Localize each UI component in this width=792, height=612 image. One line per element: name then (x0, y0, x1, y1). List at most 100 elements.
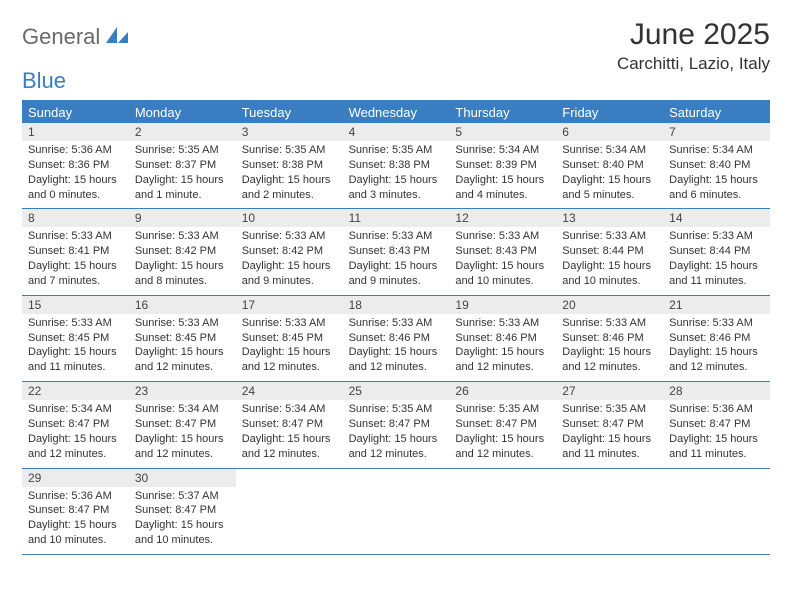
calendar-day-cell: 9Sunrise: 5:33 AMSunset: 8:42 PMDaylight… (129, 209, 236, 294)
day-number: 14 (663, 209, 770, 227)
day-number: 16 (129, 296, 236, 314)
calendar-week: 29 Sunrise: 5:36 AMSunset: 8:47 PM Dayligh… (22, 469, 770, 555)
day-details: Sunrise: 5:33 AMSunset: 8:42 PMDaylight:… (236, 227, 343, 294)
sunrise-line: Sunrise: 5:34 AM (562, 143, 657, 158)
sunrise-line: Sunrise: 5:33 AM (455, 229, 550, 244)
day-number: 29 (22, 469, 129, 487)
day-details: Sunrise: 5:37 AMSunset: 8:47 PMDaylight:… (129, 487, 236, 554)
dow-sunday: Sunday (22, 102, 129, 123)
sunrise-line: Sunrise: 5:35 AM (349, 143, 444, 158)
sunset-line: Sunset: 8:47 PM (562, 417, 657, 432)
day-details: Sunrise: 5:34 AMSunset: 8:40 PMDaylight:… (663, 141, 770, 208)
day-details: Sunrise: 5:33 AMSunset: 8:44 PMDaylight:… (556, 227, 663, 294)
calendar-day-cell: 3Sunrise: 5:35 AMSunset: 8:38 PMDaylight… (236, 123, 343, 208)
sunset-line: Sunset: 8:44 PM (562, 244, 657, 259)
sunrise-line: Sunrise: 5:35 AM (455, 402, 550, 417)
calendar-day-cell: 25Sunrise: 5:35 AMSunset: 8:47 PMDayligh… (343, 382, 450, 467)
calendar-day-cell: 6Sunrise: 5:34 AMSunset: 8:40 PMDaylight… (556, 123, 663, 208)
sunset-line: Sunset: 8:47 PM (28, 503, 123, 518)
sunset-line: Sunset: 8:42 PM (242, 244, 337, 259)
calendar-body: 1Sunrise: 5:36 AMSunset: 8:36 PMDaylight… (22, 123, 770, 555)
daylight-line: Daylight: 15 hours and 12 minutes. (455, 345, 550, 375)
calendar-day-cell: 11Sunrise: 5:33 AMSunset: 8:43 PMDayligh… (343, 209, 450, 294)
day-details: Sunrise: 5:36 AMSunset: 8:47 PMDaylight:… (663, 400, 770, 467)
sunset-line: Sunset: 8:47 PM (669, 417, 764, 432)
day-details: Sunrise: 5:35 AMSunset: 8:37 PMDaylight:… (129, 141, 236, 208)
dow-tuesday: Tuesday (236, 102, 343, 123)
sunrise-line: Sunrise: 5:33 AM (349, 316, 444, 331)
calendar-day-cell: 12Sunrise: 5:33 AMSunset: 8:43 PMDayligh… (449, 209, 556, 294)
sunrise-line: Sunrise: 5:33 AM (669, 316, 764, 331)
day-of-week-header: Sunday Monday Tuesday Wednesday Thursday… (22, 102, 770, 123)
day-number: 18 (343, 296, 450, 314)
calendar-day-cell: 18Sunrise: 5:33 AMSunset: 8:46 PMDayligh… (343, 296, 450, 381)
day-number-empty (556, 469, 663, 487)
daylight-line: Daylight: 15 hours and 11 minutes. (669, 432, 764, 462)
sunset-line: Sunset: 8:38 PM (242, 158, 337, 173)
calendar-day-cell: 20Sunrise: 5:33 AMSunset: 8:46 PMDayligh… (556, 296, 663, 381)
day-number: 2 (129, 123, 236, 141)
dow-saturday: Saturday (663, 102, 770, 123)
sunset-line: Sunset: 8:47 PM (28, 417, 123, 432)
calendar-day-cell (236, 469, 343, 554)
calendar-day-cell: 4Sunrise: 5:35 AMSunset: 8:38 PMDaylight… (343, 123, 450, 208)
daylight-line: Daylight: 15 hours and 12 minutes. (349, 345, 444, 375)
dow-friday: Friday (556, 102, 663, 123)
day-number: 4 (343, 123, 450, 141)
day-details: Sunrise: 5:33 AMSunset: 8:45 PMDaylight:… (129, 314, 236, 381)
day-number: 1 (22, 123, 129, 141)
day-number: 13 (556, 209, 663, 227)
sunset-line: Sunset: 8:46 PM (669, 331, 764, 346)
day-number: 30 (129, 469, 236, 487)
day-details: Sunrise: 5:33 AMSunset: 8:46 PMDaylight:… (343, 314, 450, 381)
sunrise-line: Sunrise: 5:34 AM (242, 402, 337, 417)
day-details: Sunrise: 5:34 AMSunset: 8:40 PMDaylight:… (556, 141, 663, 208)
daylight-line: Daylight: 15 hours and 5 minutes. (562, 173, 657, 203)
daylight-line: Daylight: 15 hours and 0 minutes. (28, 173, 123, 203)
sunrise-line: Sunrise: 5:36 AM (28, 489, 123, 504)
sunset-line: Sunset: 8:45 PM (135, 331, 230, 346)
sunrise-line: Sunrise: 5:35 AM (135, 143, 230, 158)
sunset-line: Sunset: 8:40 PM (562, 158, 657, 173)
calendar-day-cell: 10Sunrise: 5:33 AMSunset: 8:42 PMDayligh… (236, 209, 343, 294)
dow-wednesday: Wednesday (343, 102, 450, 123)
title-block: June 2025 Carchitti, Lazio, Italy (617, 18, 770, 74)
day-number: 17 (236, 296, 343, 314)
day-details: Sunrise: 5:35 AMSunset: 8:38 PMDaylight:… (343, 141, 450, 208)
day-number: 19 (449, 296, 556, 314)
calendar-day-cell: 2Sunrise: 5:35 AMSunset: 8:37 PMDaylight… (129, 123, 236, 208)
sunrise-line: Sunrise: 5:33 AM (135, 316, 230, 331)
daylight-line: Daylight: 15 hours and 4 minutes. (455, 173, 550, 203)
sunrise-line: Sunrise: 5:33 AM (455, 316, 550, 331)
sunrise-line: Sunrise: 5:37 AM (135, 489, 230, 504)
day-details: Sunrise: 5:33 AMSunset: 8:46 PMDaylight:… (449, 314, 556, 381)
daylight-line: Daylight: 15 hours and 11 minutes. (669, 259, 764, 289)
day-number-empty (343, 469, 450, 487)
month-title: June 2025 (617, 18, 770, 52)
day-number: 10 (236, 209, 343, 227)
daylight-line: Daylight: 15 hours and 1 minute. (135, 173, 230, 203)
daylight-line: Daylight: 15 hours and 10 minutes. (455, 259, 550, 289)
daylight-line: Daylight: 15 hours and 12 minutes. (349, 432, 444, 462)
day-number: 24 (236, 382, 343, 400)
daylight-line: Daylight: 15 hours and 10 minutes. (135, 518, 230, 548)
daylight-line: Daylight: 15 hours and 9 minutes. (242, 259, 337, 289)
daylight-line: Daylight: 15 hours and 10 minutes. (562, 259, 657, 289)
day-number: 27 (556, 382, 663, 400)
calendar-day-cell (556, 469, 663, 554)
sunrise-line: Sunrise: 5:33 AM (562, 316, 657, 331)
sunset-line: Sunset: 8:47 PM (242, 417, 337, 432)
calendar-day-cell: 21Sunrise: 5:33 AMSunset: 8:46 PMDayligh… (663, 296, 770, 381)
sunset-line: Sunset: 8:40 PM (669, 158, 764, 173)
sunset-line: Sunset: 8:36 PM (28, 158, 123, 173)
sunset-line: Sunset: 8:38 PM (349, 158, 444, 173)
daylight-line: Daylight: 15 hours and 11 minutes. (28, 345, 123, 375)
calendar-week: 15Sunrise: 5:33 AMSunset: 8:45 PMDayligh… (22, 296, 770, 382)
sunset-line: Sunset: 8:44 PM (669, 244, 764, 259)
day-number: 15 (22, 296, 129, 314)
sunrise-line: Sunrise: 5:35 AM (242, 143, 337, 158)
day-details: Sunrise: 5:33 AMSunset: 8:46 PMDaylight:… (556, 314, 663, 381)
day-number: 21 (663, 296, 770, 314)
sunrise-line: Sunrise: 5:34 AM (455, 143, 550, 158)
daylight-line: Daylight: 15 hours and 12 minutes. (135, 345, 230, 375)
